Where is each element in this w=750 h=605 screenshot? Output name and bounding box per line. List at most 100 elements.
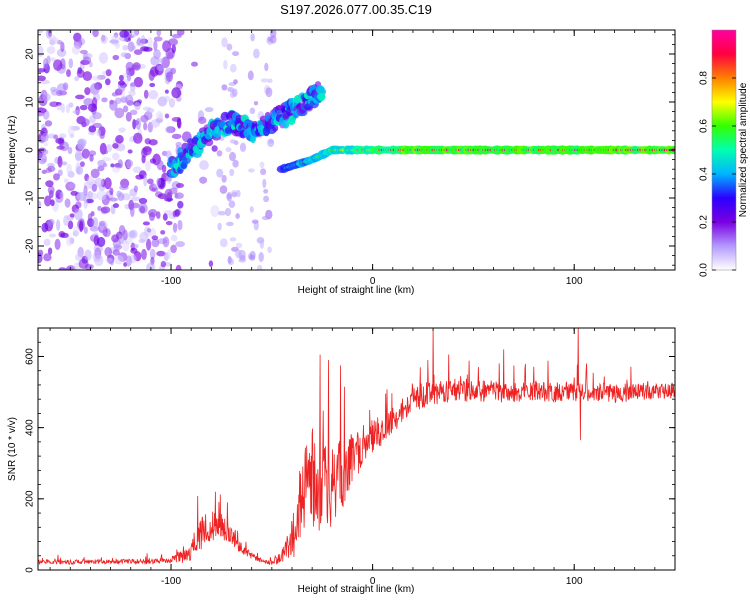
noise-blob xyxy=(125,94,134,106)
noise-blob xyxy=(102,157,112,162)
noise-blob xyxy=(111,92,119,97)
noise-blob xyxy=(130,45,136,51)
noise-blob xyxy=(100,35,108,44)
noise-blob xyxy=(175,264,182,270)
noise-blob xyxy=(225,147,232,153)
noise-blob xyxy=(85,198,94,204)
noise-blob xyxy=(60,41,65,53)
noise-blob xyxy=(232,51,240,57)
noise-blob xyxy=(263,188,269,194)
noise-blob xyxy=(253,101,259,106)
noise-blob xyxy=(129,229,138,239)
noise-blob xyxy=(64,198,71,208)
noise-blob xyxy=(144,138,152,145)
noise-blob xyxy=(235,242,243,249)
noise-blob xyxy=(118,233,125,245)
noise-blob xyxy=(59,191,64,200)
noise-blob xyxy=(127,149,133,154)
noise-blob xyxy=(146,228,152,233)
noise-blob xyxy=(38,75,46,82)
noise-blob xyxy=(63,215,69,227)
noise-blob xyxy=(164,188,173,200)
snr-x-tick-label: -100 xyxy=(161,576,181,587)
noise-blob xyxy=(163,95,171,102)
snr-y-tick-label: 0 xyxy=(25,567,36,573)
noise-blob xyxy=(104,246,113,257)
noise-blob xyxy=(249,206,254,213)
noise-blob xyxy=(226,43,233,51)
noise-blob xyxy=(115,134,124,144)
noise-blob xyxy=(43,238,51,247)
noise-blob xyxy=(50,57,56,62)
spectrogram-y-tick-label: -20 xyxy=(25,238,36,253)
noise-blob xyxy=(164,125,174,134)
noise-blob xyxy=(164,113,170,119)
noise-blob xyxy=(197,116,207,125)
noise-blob xyxy=(153,36,163,42)
noise-blob xyxy=(160,260,167,268)
noise-blob xyxy=(229,63,237,73)
noise-blob xyxy=(224,207,232,217)
noise-blob xyxy=(74,208,83,221)
noise-blob xyxy=(229,237,237,242)
noise-blob xyxy=(89,83,100,95)
noise-blob xyxy=(199,176,208,184)
noise-blob xyxy=(54,238,61,251)
noise-blob xyxy=(104,78,111,86)
noise-blob xyxy=(114,107,125,119)
snr-series-line xyxy=(38,328,675,566)
noise-blob xyxy=(68,58,74,69)
noise-blob xyxy=(55,137,65,144)
noise-blob xyxy=(98,52,109,64)
noise-blob xyxy=(219,238,228,248)
noise-blob xyxy=(161,164,167,173)
noise-blob xyxy=(125,255,132,267)
noise-blob xyxy=(71,45,81,55)
noise-blob xyxy=(117,159,123,169)
noise-blob xyxy=(97,159,106,167)
noise-blob xyxy=(229,139,236,144)
colorbar-tick-label: 0.8 xyxy=(699,71,710,85)
noise-blob xyxy=(105,69,112,77)
noise-blob xyxy=(49,101,60,108)
noise-blob xyxy=(56,219,61,231)
spectrogram-heatmap xyxy=(38,30,675,270)
noise-blob xyxy=(211,145,218,152)
noise-blob xyxy=(269,35,277,44)
noise-blob xyxy=(156,30,162,37)
noise-blob xyxy=(38,200,42,209)
noise-blob xyxy=(67,125,75,137)
noise-blob xyxy=(89,154,94,162)
noise-blob xyxy=(221,84,228,91)
noise-blob xyxy=(101,97,108,103)
noise-blob xyxy=(170,244,177,254)
noise-blob xyxy=(130,247,138,254)
spectrogram-x-tick-label: 100 xyxy=(566,276,583,287)
noise-blob xyxy=(84,87,91,96)
noise-blob xyxy=(258,252,264,262)
noise-blob xyxy=(172,222,178,233)
noise-blob xyxy=(44,120,53,127)
spectrogram-y-tick-label: -10 xyxy=(25,190,36,205)
noise-blob xyxy=(56,89,63,97)
noise-blob xyxy=(66,163,73,175)
noise-blob xyxy=(61,161,68,166)
noise-blob xyxy=(96,236,106,247)
spectrogram-ylabel: Frequency (Hz) xyxy=(7,116,18,185)
noise-blob xyxy=(168,98,176,108)
noise-blob xyxy=(83,198,88,209)
spectrogram-x-tick-label: -100 xyxy=(161,276,181,287)
noise-blob xyxy=(65,104,70,114)
noise-blob xyxy=(153,40,158,51)
noise-blob xyxy=(132,120,140,126)
noise-blob xyxy=(89,226,100,232)
noise-blob xyxy=(133,185,138,193)
spectrogram-y-tick-label: 0 xyxy=(25,147,36,153)
noise-blob xyxy=(253,48,260,59)
noise-blob xyxy=(88,125,97,133)
noise-blob xyxy=(163,252,169,261)
noise-blob xyxy=(143,174,148,187)
noise-blob xyxy=(92,252,102,262)
noise-blob xyxy=(58,267,67,270)
